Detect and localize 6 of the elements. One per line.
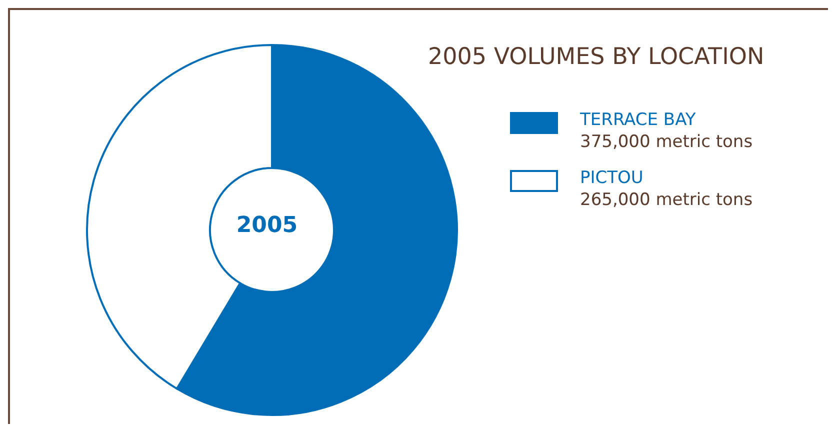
legend-label: TERRACE BAY: [580, 110, 697, 130]
text: 2005: [236, 213, 298, 238]
data-label: 375,000 metric tons: [580, 132, 753, 152]
legend-label: PICTOU: [580, 168, 644, 188]
data-label: 265,000 metric tons: [580, 190, 753, 210]
chart-title: 2005 VOLUMES BY LOCATION: [428, 44, 764, 70]
